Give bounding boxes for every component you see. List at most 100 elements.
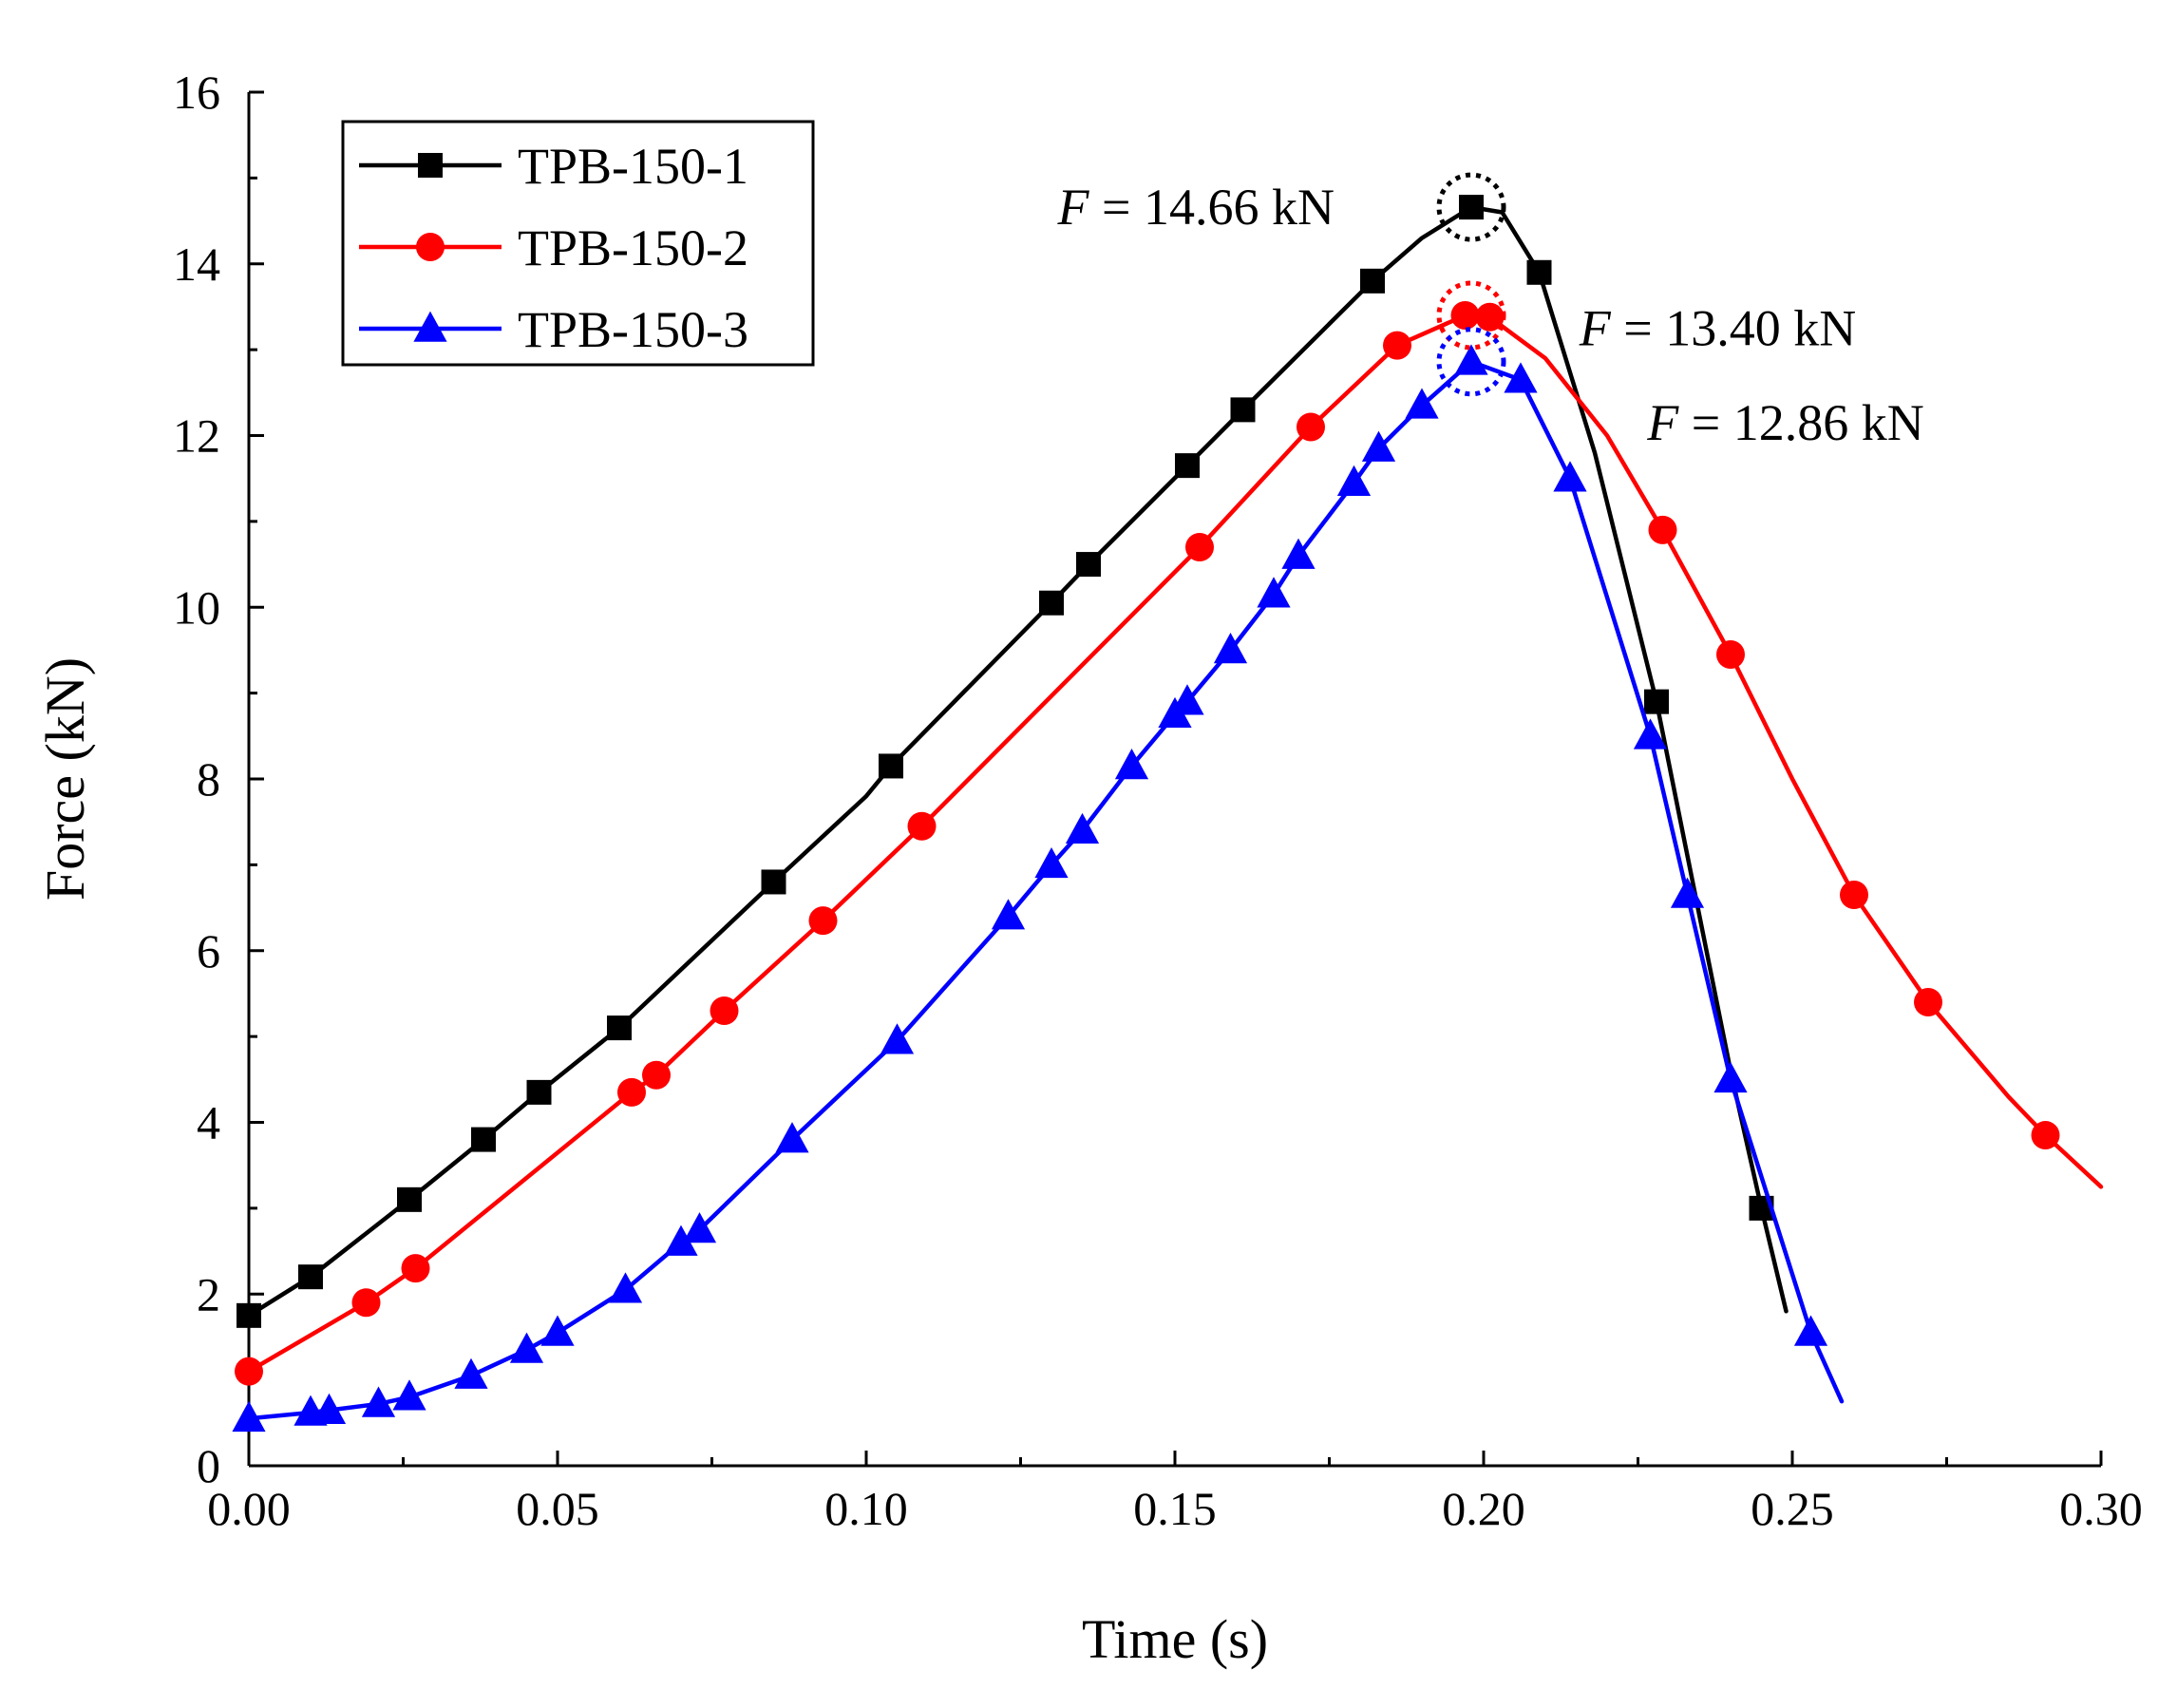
force-value: = 13.40 kN [1611, 300, 1856, 357]
y-tick-label: 12 [173, 409, 220, 463]
data-point-circle [1475, 302, 1505, 332]
data-point-triangle [1793, 1315, 1828, 1346]
data-point-square [1360, 268, 1385, 294]
legend-marker-square [418, 153, 443, 178]
data-point-square [1459, 195, 1484, 220]
peak-highlight-circle [1436, 280, 1506, 351]
peak-force-label: F = 12.86 kN [1646, 394, 1923, 451]
x-tick-label: 0.20 [1442, 1482, 1525, 1535]
data-point-triangle [1034, 846, 1069, 879]
data-point-triangle [1553, 461, 1587, 492]
peak-force-label: F = 14.66 kN [1057, 179, 1335, 236]
data-point-square [1644, 689, 1669, 714]
series-tpb-150-3 [232, 344, 1845, 1433]
peak-highlight-circle [1436, 172, 1506, 242]
data-point-circle [351, 1288, 381, 1318]
data-point-circle [617, 1077, 646, 1107]
y-tick-label: 0 [197, 1439, 220, 1492]
data-point-circle [1297, 412, 1325, 442]
data-point-square [607, 1015, 632, 1041]
data-point-triangle [1213, 633, 1248, 664]
peak-force-label: F = 13.40 kN [1579, 300, 1856, 357]
data-point-circle [1185, 532, 1214, 561]
x-tick-label: 0.05 [516, 1482, 599, 1535]
data-point-triangle [540, 1315, 575, 1346]
series-tpb-150-1 [237, 195, 1789, 1328]
force-symbol: F [1057, 179, 1090, 236]
y-tick-label: 8 [197, 752, 220, 806]
data-point-square [397, 1186, 422, 1212]
annotation-3: F = 12.86 kN [1436, 327, 1924, 451]
data-point-circle [1914, 987, 1942, 1016]
y-tick-label: 2 [197, 1267, 220, 1320]
data-point-triangle [1670, 877, 1705, 908]
data-point-triangle [664, 1224, 698, 1256]
data-point-circle [1716, 639, 1745, 669]
legend: TPB-150-1 TPB-150-2 TPB-150-3 [341, 120, 815, 367]
data-point-square [298, 1264, 323, 1290]
legend-marker-triangle [413, 311, 447, 342]
data-point-triangle [361, 1386, 396, 1417]
force-symbol: F [1579, 300, 1612, 357]
data-point-triangle [1504, 362, 1538, 393]
data-point-circle [235, 1357, 263, 1386]
peak-annotations: F = 14.66 kNF = 13.40 kNF = 12.86 kN [1057, 172, 1924, 451]
data-point-square [237, 1302, 261, 1328]
data-point-square [1175, 453, 1200, 479]
data-point-circle [1450, 300, 1480, 330]
data-point-triangle [232, 1400, 266, 1433]
data-point-triangle [312, 1393, 347, 1424]
data-point-circle [401, 1254, 430, 1283]
data-point-triangle [1336, 465, 1372, 497]
y-tick-label: 10 [173, 580, 220, 634]
force-value: = 12.86 kN [1678, 394, 1923, 451]
data-point-circle [1648, 515, 1677, 544]
legend-label: TPB-150-3 [518, 301, 748, 358]
y-axis-label: Force (kN) [34, 657, 96, 901]
data-point-triangle [991, 899, 1026, 930]
data-point-triangle [1170, 684, 1204, 715]
data-point-square [471, 1127, 496, 1152]
data-point-triangle [1281, 538, 1316, 569]
y-tick-label: 14 [173, 237, 220, 291]
data-point-triangle [1114, 749, 1149, 780]
data-point-triangle [1713, 1061, 1748, 1093]
data-point-square [761, 869, 786, 895]
x-axis-label: Time (s) [1082, 1608, 1268, 1670]
legend-label: TPB-150-2 [518, 219, 748, 276]
data-point-circle [1383, 331, 1411, 360]
data-point-triangle [1633, 718, 1668, 750]
legend-label: TPB-150-1 [518, 138, 748, 195]
series-tpb-150-2 [235, 300, 2104, 1386]
legend-marker-circle [416, 233, 445, 261]
data-point-triangle [775, 1122, 809, 1153]
data-point-circle [808, 906, 838, 936]
y-tick-label: 16 [173, 66, 220, 119]
data-point-square [1039, 590, 1064, 616]
data-point-triangle [1405, 388, 1439, 419]
data-point-triangle [608, 1272, 643, 1303]
y-tick-label: 6 [197, 924, 220, 977]
x-tick-label: 0.00 [207, 1482, 291, 1535]
data-point-circle [907, 811, 937, 841]
x-tick-label: 0.10 [824, 1482, 908, 1535]
force-symbol: F [1646, 394, 1679, 451]
data-point-triangle [880, 1023, 915, 1054]
annotation-2: F = 13.40 kN [1436, 280, 1856, 357]
data-point-square [1076, 552, 1101, 578]
data-point-square [879, 753, 903, 779]
data-point-triangle [509, 1332, 544, 1363]
data-point-triangle [454, 1357, 488, 1389]
x-tick-label: 0.30 [2059, 1482, 2143, 1535]
data-point-square [526, 1079, 552, 1105]
x-tick-label: 0.25 [1751, 1482, 1834, 1535]
data-point-triangle [1361, 430, 1396, 462]
y-tick-label: 4 [197, 1096, 220, 1149]
data-point-triangle [1257, 577, 1291, 608]
axes: 0.00 0.05 0.10 0.15 0.20 0.25 0.30 0 2 4 6 8 10 12 14 1… [34, 66, 2143, 1670]
data-point-triangle [682, 1212, 717, 1243]
data-point-square [1526, 259, 1552, 285]
annotation-1: F = 14.66 kN [1057, 172, 1506, 242]
data-point-circle [2031, 1121, 2060, 1150]
